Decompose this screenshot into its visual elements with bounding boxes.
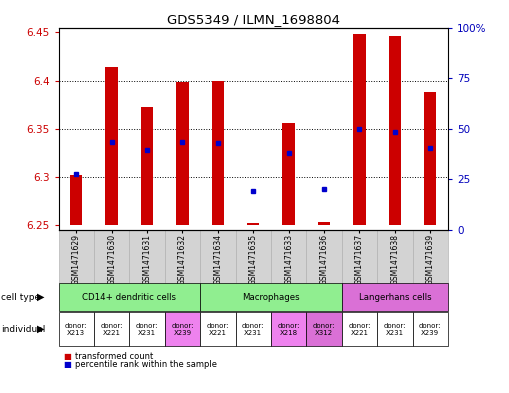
Text: Langerhans cells: Langerhans cells xyxy=(358,293,431,301)
Text: ▶: ▶ xyxy=(37,292,45,302)
Bar xyxy=(389,36,401,225)
Text: donor:
X231: donor: X231 xyxy=(384,323,406,336)
Bar xyxy=(306,230,342,283)
Text: ■: ■ xyxy=(64,360,71,369)
Bar xyxy=(412,230,448,283)
Text: donor:
X312: donor: X312 xyxy=(313,323,335,336)
Text: donor:
X239: donor: X239 xyxy=(171,323,194,336)
Text: Macrophages: Macrophages xyxy=(242,293,300,301)
Text: ■: ■ xyxy=(64,352,71,361)
Text: donor:
X218: donor: X218 xyxy=(277,323,300,336)
Bar xyxy=(342,230,377,283)
Text: percentile rank within the sample: percentile rank within the sample xyxy=(75,360,217,369)
Bar xyxy=(271,230,306,283)
Text: donor:
X213: donor: X213 xyxy=(65,323,88,336)
Bar xyxy=(247,223,260,225)
Bar xyxy=(236,230,271,283)
Bar xyxy=(105,67,118,225)
Bar xyxy=(282,123,295,225)
Text: donor:
X231: donor: X231 xyxy=(242,323,265,336)
Bar xyxy=(70,175,82,225)
Text: donor:
X239: donor: X239 xyxy=(419,323,441,336)
Text: donor:
X231: donor: X231 xyxy=(136,323,158,336)
Text: donor:
X221: donor: X221 xyxy=(100,323,123,336)
Bar xyxy=(59,230,94,283)
Bar xyxy=(424,92,436,225)
Bar xyxy=(212,81,224,225)
Bar xyxy=(165,230,200,283)
Text: transformed count: transformed count xyxy=(75,352,153,361)
Text: donor:
X221: donor: X221 xyxy=(348,323,371,336)
Bar xyxy=(94,230,129,283)
Bar xyxy=(318,222,330,225)
Bar xyxy=(353,34,365,225)
Bar xyxy=(200,230,236,283)
Text: individual: individual xyxy=(1,325,45,334)
Text: ▶: ▶ xyxy=(37,324,45,334)
Text: CD14+ dendritic cells: CD14+ dendritic cells xyxy=(82,293,176,301)
Title: GDS5349 / ILMN_1698804: GDS5349 / ILMN_1698804 xyxy=(167,13,340,26)
Bar xyxy=(141,107,153,225)
Bar xyxy=(176,83,189,225)
Bar xyxy=(129,230,165,283)
Text: donor:
X221: donor: X221 xyxy=(207,323,229,336)
Text: cell type: cell type xyxy=(1,293,40,301)
Bar xyxy=(377,230,412,283)
